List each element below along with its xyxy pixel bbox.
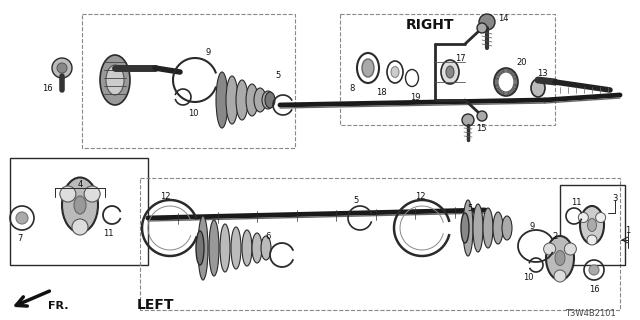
Text: 18: 18	[376, 87, 387, 97]
Ellipse shape	[252, 233, 262, 263]
Circle shape	[462, 114, 474, 126]
Ellipse shape	[483, 208, 493, 248]
Text: 2: 2	[552, 231, 557, 241]
Circle shape	[60, 186, 76, 202]
Text: 15: 15	[476, 124, 486, 132]
Circle shape	[554, 270, 566, 282]
Text: 14: 14	[498, 13, 508, 22]
Ellipse shape	[220, 224, 230, 272]
Text: 4: 4	[77, 180, 83, 188]
Circle shape	[479, 14, 495, 30]
Ellipse shape	[588, 219, 596, 231]
Text: 5: 5	[353, 196, 358, 204]
Text: 19: 19	[410, 92, 420, 101]
Ellipse shape	[226, 76, 238, 124]
Text: 12: 12	[415, 191, 425, 201]
Ellipse shape	[74, 196, 86, 214]
Circle shape	[16, 212, 28, 224]
Ellipse shape	[196, 231, 204, 265]
Ellipse shape	[246, 84, 258, 116]
Ellipse shape	[265, 92, 275, 108]
Text: 13: 13	[537, 68, 547, 77]
Ellipse shape	[254, 88, 266, 112]
Ellipse shape	[463, 200, 473, 256]
Text: 9: 9	[529, 221, 534, 230]
Circle shape	[477, 23, 487, 33]
Text: 16: 16	[42, 84, 52, 92]
Text: 20: 20	[516, 58, 527, 67]
Ellipse shape	[441, 60, 459, 84]
Circle shape	[589, 265, 599, 275]
Text: 7: 7	[17, 234, 22, 243]
Text: 17: 17	[454, 53, 465, 62]
Ellipse shape	[100, 55, 130, 105]
Text: 16: 16	[589, 284, 599, 293]
Ellipse shape	[216, 72, 228, 128]
Text: LEFT: LEFT	[136, 298, 173, 312]
Ellipse shape	[242, 230, 252, 266]
Circle shape	[477, 111, 487, 121]
Text: 9: 9	[205, 47, 211, 57]
Ellipse shape	[231, 227, 241, 269]
Text: 3: 3	[612, 194, 618, 203]
Ellipse shape	[546, 236, 574, 280]
Ellipse shape	[262, 91, 274, 109]
Text: 8: 8	[349, 84, 355, 92]
Ellipse shape	[62, 178, 98, 233]
Circle shape	[72, 219, 88, 235]
Ellipse shape	[362, 59, 374, 77]
Circle shape	[564, 243, 577, 255]
Text: FR.: FR.	[48, 301, 68, 311]
Circle shape	[543, 243, 556, 255]
Ellipse shape	[555, 251, 565, 266]
Text: RIGHT: RIGHT	[406, 18, 454, 32]
Ellipse shape	[493, 212, 503, 244]
Text: 11: 11	[103, 228, 113, 237]
Ellipse shape	[461, 213, 469, 243]
Text: 12: 12	[160, 191, 170, 201]
Ellipse shape	[261, 236, 271, 260]
Text: 10: 10	[523, 274, 533, 283]
Ellipse shape	[106, 65, 124, 95]
Text: 5: 5	[467, 204, 472, 212]
Circle shape	[579, 212, 588, 222]
Ellipse shape	[236, 80, 248, 120]
Text: T3W4B2101: T3W4B2101	[564, 308, 616, 317]
Text: 11: 11	[571, 197, 581, 206]
Ellipse shape	[580, 206, 604, 244]
Circle shape	[596, 212, 605, 222]
Ellipse shape	[391, 67, 399, 77]
Circle shape	[52, 58, 72, 78]
Ellipse shape	[198, 216, 208, 280]
Text: 1: 1	[625, 226, 630, 235]
Text: 10: 10	[188, 108, 198, 117]
Ellipse shape	[502, 216, 512, 240]
Ellipse shape	[446, 66, 454, 78]
Circle shape	[57, 63, 67, 73]
Circle shape	[587, 235, 597, 245]
Text: 6: 6	[266, 231, 271, 241]
Text: 5: 5	[275, 70, 280, 79]
Ellipse shape	[531, 79, 545, 97]
Ellipse shape	[209, 220, 219, 276]
Circle shape	[84, 186, 100, 202]
Ellipse shape	[473, 204, 483, 252]
